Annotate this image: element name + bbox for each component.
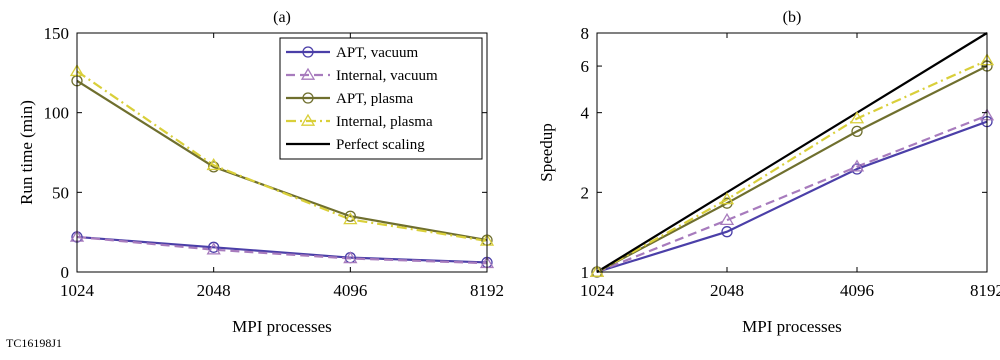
series-line	[596, 32, 988, 273]
legend: APT, vacuum Internal, vacuum APT, plasma In…	[279, 37, 483, 160]
legend-label: Internal, plasma	[336, 114, 433, 130]
x-tick-label: 4096	[333, 281, 367, 300]
series-line	[76, 79, 488, 242]
data-point	[849, 159, 865, 172]
data-point	[849, 111, 865, 124]
figure-id: TC16198J1	[6, 336, 63, 350]
data-point	[206, 157, 221, 171]
y-tick-label: 4	[581, 104, 590, 123]
chart-panel-1: (b) 1024 2048 4096 8192 1 2 4 6 8 MPI processes Spe…	[537, 9, 1000, 336]
legend-marker	[300, 113, 316, 126]
data-point	[343, 212, 358, 225]
y-tick-label: 2	[581, 183, 590, 202]
legend-label: Perfect scaling	[336, 137, 425, 153]
series-line	[76, 70, 488, 243]
y-tick-label: 100	[44, 104, 70, 123]
data-point	[206, 242, 221, 255]
x-tick-label: 2048	[710, 281, 744, 300]
legend-marker	[300, 67, 316, 80]
series-line	[596, 59, 988, 273]
y-tick-label: 6	[581, 57, 590, 76]
series-line	[596, 120, 988, 274]
y-tick-label: 0	[61, 263, 70, 282]
data-point	[208, 241, 220, 253]
series-line	[596, 114, 988, 274]
data-point	[721, 226, 733, 238]
x-axis-label: MPI processes	[742, 317, 842, 336]
data-point	[851, 125, 863, 137]
x-tick-label: 4096	[840, 281, 874, 300]
series-line	[76, 235, 488, 264]
data-point	[589, 264, 605, 277]
legend-label: Internal, vacuum	[336, 68, 438, 84]
legend-label: APT, vacuum	[336, 45, 419, 61]
legend-marker	[302, 92, 314, 104]
x-tick-label: 1024	[60, 281, 95, 300]
legend-marker	[302, 46, 314, 58]
data-point	[343, 251, 358, 264]
data-point	[344, 210, 356, 222]
chart-panel-0: (a) 1024 2048 4096 8192 0 50 100 150 MPI processe…	[17, 9, 504, 336]
series-line	[596, 65, 988, 273]
panel-label: (a)	[273, 9, 291, 26]
legend-label: APT, plasma	[336, 91, 414, 107]
y-tick-label: 50	[52, 183, 69, 202]
data-point	[719, 192, 735, 205]
series-line	[76, 235, 488, 265]
y-axis-label: Speedup	[537, 123, 556, 182]
y-tick-label: 150	[44, 24, 70, 43]
x-tick-label: 1024	[580, 281, 615, 300]
x-tick-label: 2048	[197, 281, 231, 300]
y-tick-label: 8	[581, 24, 590, 43]
plot-frame	[76, 32, 488, 273]
x-tick-label: 8192	[470, 281, 504, 300]
x-axis-label: MPI processes	[232, 317, 332, 336]
data-point	[719, 212, 735, 226]
y-axis-label: Run time (min)	[17, 100, 36, 205]
plot-frame	[596, 32, 988, 273]
x-tick-label: 8192	[970, 281, 1000, 300]
y-tick-label: 1	[581, 263, 590, 282]
panel-label: (b)	[783, 9, 802, 26]
